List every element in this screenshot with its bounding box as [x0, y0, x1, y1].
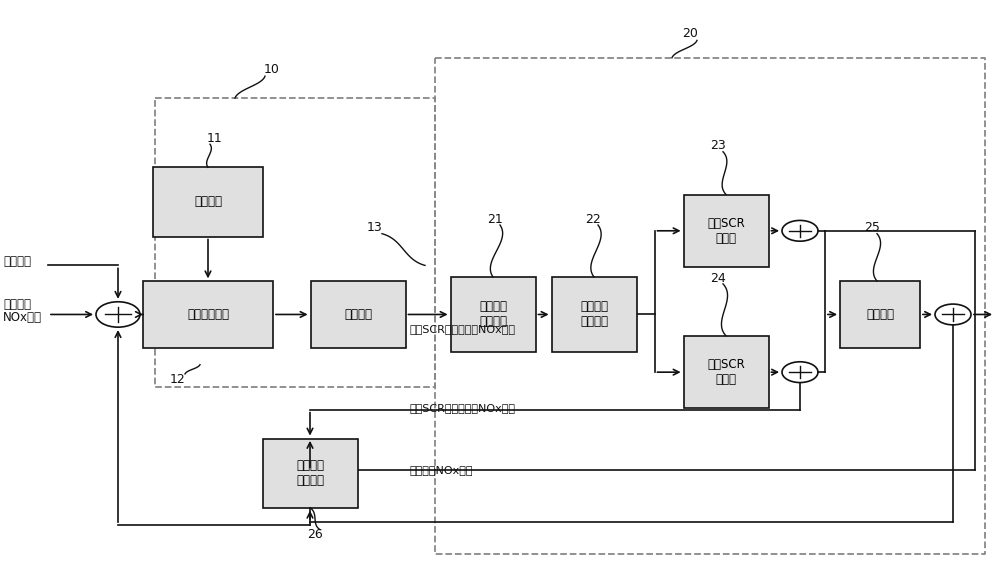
Text: 通讯模块: 通讯模块	[344, 308, 372, 321]
Bar	[153, 167, 263, 237]
Bar	[552, 277, 637, 352]
Bar	[310, 281, 406, 347]
Text: 脱硫出口NOx浓度: 脱硫出口NOx浓度	[410, 465, 474, 475]
Text: 11: 11	[207, 132, 223, 145]
Text: 第一SCR
反应器: 第一SCR 反应器	[707, 217, 745, 245]
Text: 22: 22	[585, 213, 601, 226]
Text: 26: 26	[307, 529, 323, 541]
Bar	[684, 195, 768, 267]
Text: 23: 23	[710, 139, 726, 152]
Text: NOx浓度: NOx浓度	[3, 311, 42, 324]
Text: 预测控制模块: 预测控制模块	[187, 308, 229, 321]
Text: 24: 24	[710, 272, 726, 284]
Text: 投切模块: 投切模块	[194, 196, 222, 208]
Text: 21: 21	[487, 213, 503, 226]
Bar	[262, 439, 358, 508]
Bar	[840, 281, 920, 347]
Bar	[450, 277, 536, 352]
Text: 干扰变量: 干扰变量	[3, 255, 31, 268]
Text: 尿素喷枪
调节模块: 尿素喷枪 调节模块	[580, 301, 608, 328]
Text: 第二SCR反应器出口NOx浓度: 第二SCR反应器出口NOx浓度	[410, 324, 516, 334]
Text: 第一设定: 第一设定	[3, 298, 31, 311]
Text: 第一SCR反应器出口NOx浓度: 第一SCR反应器出口NOx浓度	[410, 403, 516, 413]
Text: 25: 25	[864, 222, 880, 234]
Text: 10: 10	[264, 63, 280, 76]
Text: 脱硫模块: 脱硫模块	[866, 308, 894, 321]
Text: 13: 13	[367, 222, 383, 234]
Text: 20: 20	[682, 27, 698, 40]
Text: 被控变量
调整模块: 被控变量 调整模块	[296, 459, 324, 487]
Text: 第二SCR
反应器: 第二SCR 反应器	[707, 358, 745, 386]
Bar	[684, 336, 768, 409]
Bar	[143, 281, 273, 347]
Text: 尿素溶液
总调节阀: 尿素溶液 总调节阀	[479, 301, 507, 328]
Text: 12: 12	[170, 373, 186, 386]
